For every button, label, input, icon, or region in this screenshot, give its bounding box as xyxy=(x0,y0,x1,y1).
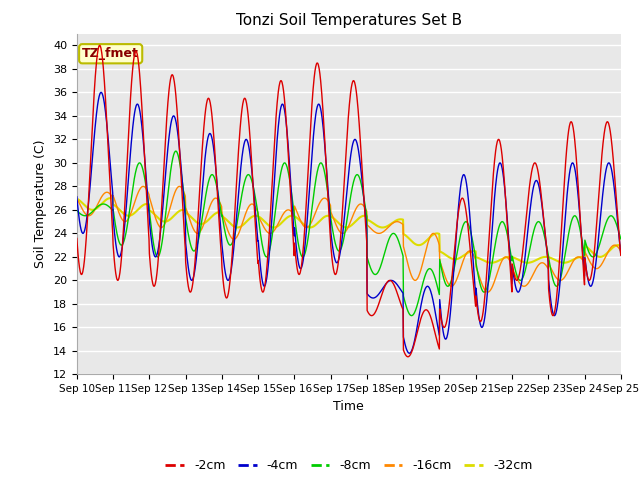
X-axis label: Time: Time xyxy=(333,400,364,413)
Y-axis label: Soil Temperature (C): Soil Temperature (C) xyxy=(35,140,47,268)
Title: Tonzi Soil Temperatures Set B: Tonzi Soil Temperatures Set B xyxy=(236,13,462,28)
Legend: -2cm, -4cm, -8cm, -16cm, -32cm: -2cm, -4cm, -8cm, -16cm, -32cm xyxy=(160,454,538,477)
Text: TZ_fmet: TZ_fmet xyxy=(82,47,139,60)
